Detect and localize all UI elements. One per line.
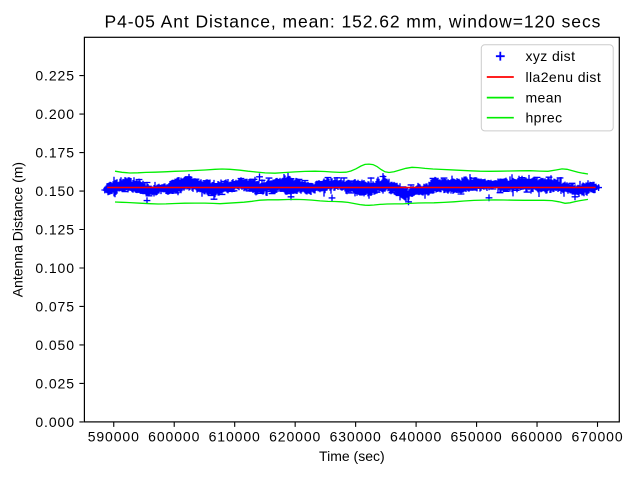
svg-text:Time (sec): Time (sec) bbox=[319, 448, 385, 464]
svg-text:mean: mean bbox=[526, 90, 563, 106]
svg-text:0.200: 0.200 bbox=[35, 106, 75, 122]
svg-text:Antenna Distance (m): Antenna Distance (m) bbox=[9, 162, 25, 297]
svg-text:0.000: 0.000 bbox=[35, 414, 75, 430]
svg-text:lla2enu dist: lla2enu dist bbox=[526, 69, 602, 85]
svg-text:630000: 630000 bbox=[330, 428, 382, 444]
svg-text:0.175: 0.175 bbox=[35, 145, 75, 161]
svg-text:620000: 620000 bbox=[269, 428, 321, 444]
svg-text:600000: 600000 bbox=[148, 428, 200, 444]
svg-text:660000: 660000 bbox=[511, 428, 563, 444]
svg-text:0.050: 0.050 bbox=[35, 337, 75, 353]
svg-text:590000: 590000 bbox=[88, 428, 140, 444]
svg-text:0.025: 0.025 bbox=[35, 376, 75, 392]
svg-text:xyz dist: xyz dist bbox=[526, 48, 576, 64]
svg-text:0.150: 0.150 bbox=[35, 183, 75, 199]
svg-text:hprec: hprec bbox=[526, 110, 563, 126]
svg-text:0.225: 0.225 bbox=[35, 68, 75, 84]
svg-text:0.075: 0.075 bbox=[35, 299, 75, 315]
svg-text:670000: 670000 bbox=[571, 428, 623, 444]
svg-text:P4-05 Ant Distance, mean: 152.: P4-05 Ant Distance, mean: 152.62 mm, win… bbox=[105, 11, 602, 31]
svg-text:650000: 650000 bbox=[451, 428, 503, 444]
svg-text:640000: 640000 bbox=[390, 428, 442, 444]
svg-text:610000: 610000 bbox=[209, 428, 261, 444]
svg-text:0.100: 0.100 bbox=[35, 260, 75, 276]
svg-text:0.125: 0.125 bbox=[35, 222, 75, 238]
